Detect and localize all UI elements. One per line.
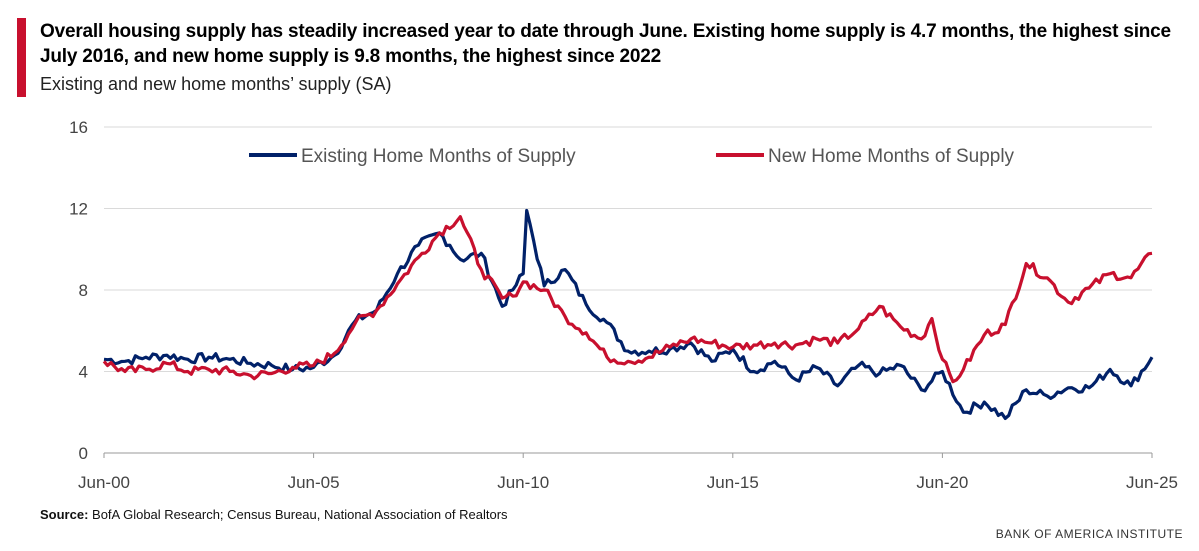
legend-label: New Home Months of Supply bbox=[768, 146, 1015, 167]
x-tick-label: Jun-05 bbox=[288, 473, 340, 492]
y-tick-label: 16 bbox=[69, 118, 88, 137]
x-tick-label: Jun-25 bbox=[1126, 473, 1178, 492]
chart-title: Overall housing supply has steadily incr… bbox=[40, 21, 1171, 67]
x-tick-label: Jun-20 bbox=[916, 473, 968, 492]
title-accent-bar bbox=[17, 18, 26, 97]
source-label: Source: bbox=[40, 507, 89, 522]
legend-label: Existing Home Months of Supply bbox=[301, 146, 576, 167]
y-tick-label: 12 bbox=[69, 200, 88, 219]
series-line-new bbox=[102, 215, 1153, 384]
line-chart: 0 4 8 12 16 Jun-00 Jun-05 Jun-10 Jun-15 Jun-20 Jun… bbox=[69, 118, 1178, 492]
chart-subtitle: Existing and new home months’ supply (SA… bbox=[40, 74, 392, 94]
y-tick-label: 4 bbox=[79, 363, 88, 382]
y-tick-label: 8 bbox=[79, 281, 88, 300]
source-note: Source: BofA Global Research; Census Bur… bbox=[40, 507, 508, 522]
series-line-existing bbox=[103, 208, 1154, 420]
source-text: BofA Global Research; Census Bureau, Nat… bbox=[88, 507, 508, 522]
y-tick-label: 0 bbox=[79, 444, 88, 463]
x-tick-label: Jun-10 bbox=[497, 473, 549, 492]
brand-label: BANK OF AMERICA INSTITUTE bbox=[995, 527, 1183, 541]
x-tick-label: Jun-15 bbox=[707, 473, 759, 492]
x-tick-label: Jun-00 bbox=[78, 473, 130, 492]
